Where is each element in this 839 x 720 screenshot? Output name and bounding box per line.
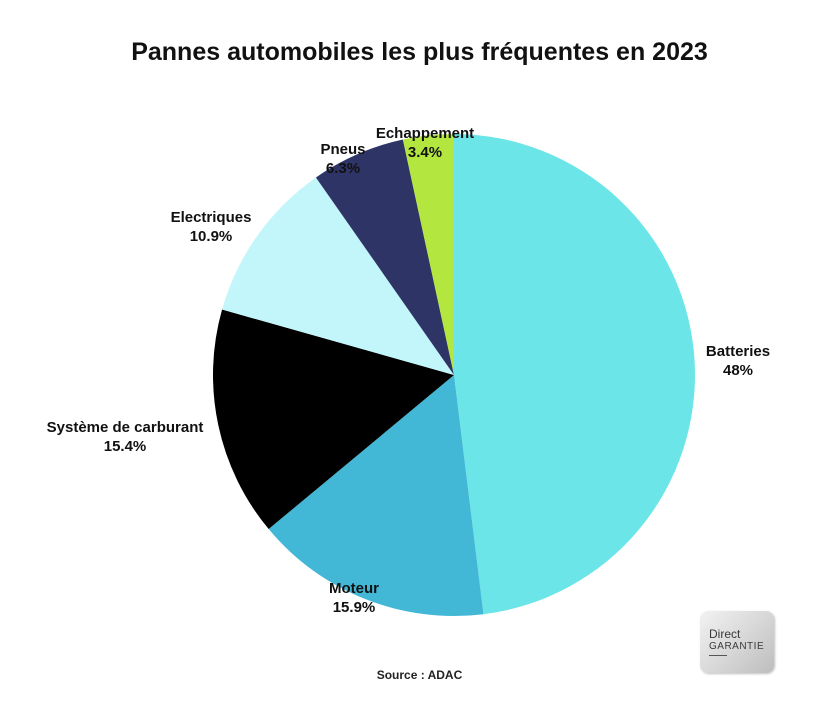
slice-label-electriques: Electriques 10.9%	[171, 208, 252, 246]
slice-label-systeme-de-carburant: Système de carburant 15.4%	[47, 418, 204, 456]
slice-value: 10.9%	[189, 228, 233, 245]
slice-name: Electriques	[170, 209, 252, 226]
chart-title: Pannes automobiles les plus fréquentes e…	[131, 38, 708, 66]
pie-slice-electriques	[222, 177, 454, 375]
slice-name: Système de carburant	[46, 419, 204, 436]
logo-line-2: GARANTIE	[709, 641, 765, 652]
slice-name: Echappement	[375, 125, 475, 142]
slice-label-echappement: Echappement 3.4%	[376, 124, 474, 162]
slice-name: Pneus	[320, 141, 366, 158]
slice-value: 3.4%	[407, 144, 443, 161]
pie-slice-batteries	[454, 134, 695, 615]
slice-value: 48%	[722, 362, 754, 379]
slice-label-batteries: Batteries 48%	[706, 342, 770, 380]
pie-slice-syst-me-de-carburant	[213, 309, 454, 530]
logo-line-1: Direct	[709, 627, 741, 641]
pie-slice-echappement	[402, 134, 454, 375]
slice-name: Batteries	[705, 343, 771, 360]
slice-value: 15.4%	[103, 438, 147, 455]
source-note: Source : ADAC	[376, 668, 463, 682]
pie-slice-moteur	[268, 375, 484, 617]
direct-garantie-logo: Direct GARANTIE	[700, 611, 774, 673]
slice-name: Moteur	[329, 580, 379, 597]
pie-slice-pneus	[315, 139, 454, 375]
slice-label-moteur: Moteur 15.9%	[329, 579, 379, 617]
slice-label-pneus: Pneus 6.3%	[320, 140, 365, 178]
slice-value: 15.9%	[332, 599, 376, 616]
slice-value: 6.3%	[325, 160, 361, 177]
